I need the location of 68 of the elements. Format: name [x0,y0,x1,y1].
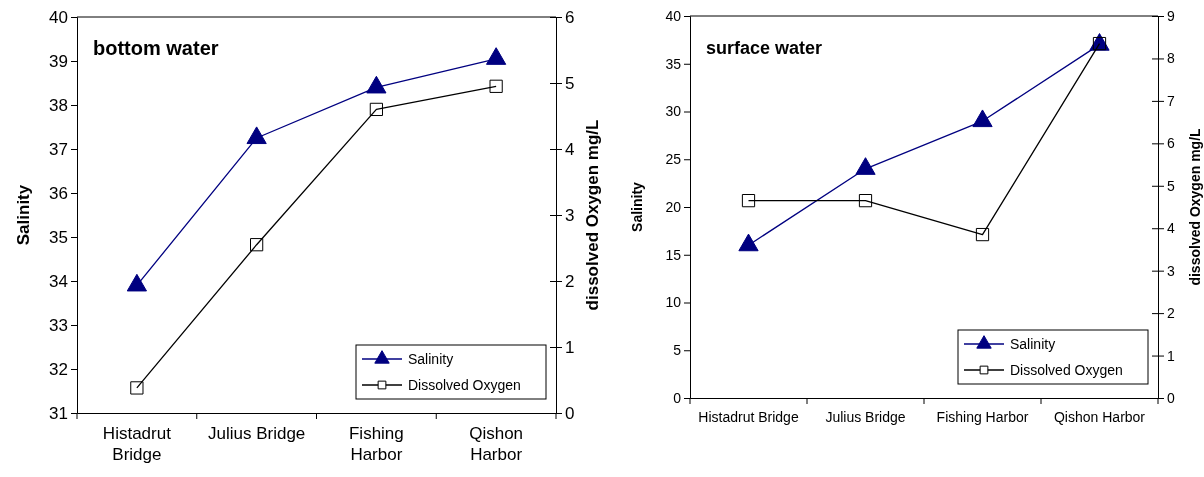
y-tick-label: 30 [665,103,682,120]
point [738,233,759,252]
point [741,194,756,208]
y-tick-label: 33 [49,315,68,335]
y-tick-label: 40 [665,7,682,24]
text: bottom water [93,37,219,59]
y-tick-label: 31 [49,403,68,423]
point [130,381,144,395]
legend-label: Salinity [1010,335,1056,352]
point [972,109,993,128]
point [975,227,990,242]
y-tick-label: 35 [665,55,682,72]
text: surface water [706,38,823,58]
y-tick-label: 34 [49,271,68,291]
point [486,47,507,65]
y-tick-label: 36 [49,183,68,203]
point [126,273,147,292]
point [369,102,383,117]
legend-label: Dissolved Oxygen [408,376,521,393]
y-tick-label: 38 [49,95,68,115]
x-tick-label: Histadrut Bridge [698,408,799,425]
y2-tick-label: 7 [1167,92,1175,109]
y2-tick-label: 9 [1167,7,1175,24]
y2-tick-label: 0 [1167,389,1175,406]
y-tick-label: 32 [49,359,68,379]
y2-tick-label: 1 [565,337,575,357]
y-tick-label: 15 [665,246,682,263]
y2-tick-label: 3 [1167,262,1175,279]
y-axis-title: Salinity [14,184,33,246]
y2-tick-label: 2 [565,271,575,291]
y-tick-label: 10 [665,294,682,311]
y2-tick-label: 3 [565,205,575,225]
legend-label: Salinity [408,350,454,367]
y2-tick-label: 6 [1167,135,1175,152]
y2-tick-label: 5 [565,73,575,93]
y2-tick-label: 8 [1167,50,1175,67]
y2-tick-label: 4 [565,139,575,159]
y-tick-label: 40 [49,7,68,27]
y2-tick-label: 5 [1167,177,1175,194]
point [858,194,873,208]
y-tick-label: 39 [49,51,68,71]
x-tick-label: Fishing Harbor [348,424,404,465]
y-tick-label: 0 [673,389,682,406]
x-tick-label: Julius Bridge [207,424,306,444]
x-tick-label: Qishon Harbor [469,424,524,465]
x-tick-label: Julius Bridge [825,408,906,425]
point [246,126,267,145]
y-tick-label: 5 [673,342,682,359]
y2-tick-label: 6 [565,7,575,27]
y2-tick-label: 2 [1167,305,1175,322]
x-tick-label: Qishon Harbor [1053,408,1146,425]
y-axis-title: Salinity [629,181,645,232]
point [489,79,503,93]
point [250,238,264,252]
y2-tick-label: 4 [1167,220,1175,237]
y-tick-label: 35 [49,227,68,247]
point [855,157,876,175]
y-tick-label: 20 [665,198,682,215]
x-tick-label: Histadrut Bridge [102,424,172,465]
y-tick-label: 37 [49,139,68,159]
legend-label: Dissolved Oxygen [1010,361,1123,378]
y2-axis-title: dissolved Oxygen mg/L [1187,127,1203,286]
y2-tick-label: 0 [565,403,575,423]
x-tick-label: Fishing Harbor [936,408,1029,425]
y-tick-label: 25 [665,151,682,168]
point [366,75,387,94]
y2-axis-title: dissolved Oxygen mg/L [583,119,602,311]
y2-tick-label: 1 [1167,347,1175,364]
